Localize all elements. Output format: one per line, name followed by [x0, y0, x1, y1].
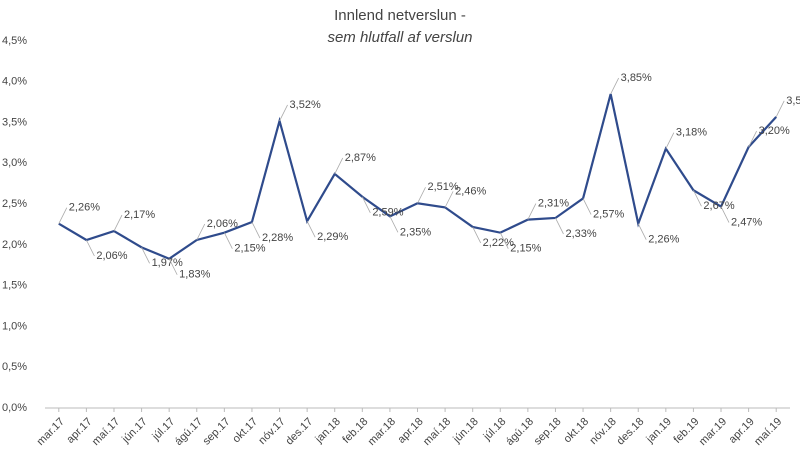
x-tick-label: des.17	[283, 416, 315, 448]
data-label: 3,20%	[759, 125, 790, 137]
x-tick-label: feb.19	[671, 416, 701, 446]
leader-line	[499, 232, 509, 249]
y-tick-label: 0,0%	[2, 402, 27, 414]
data-label: 2,06%	[96, 250, 127, 262]
y-tick-label: 3,5%	[2, 116, 27, 128]
x-tick-label: jan.18	[313, 416, 343, 446]
x-tick-label: mar.18	[366, 416, 398, 448]
leader-line	[720, 206, 730, 223]
x-tick-label: mar.17	[35, 416, 67, 448]
data-label: 2,51%	[428, 181, 459, 193]
data-label: 2,35%	[400, 226, 431, 238]
leader-line	[361, 196, 371, 213]
leader-line	[334, 157, 344, 175]
leader-line	[665, 132, 675, 149]
x-tick-label: apr.17	[64, 416, 94, 446]
leader-line	[748, 130, 757, 148]
x-tick-label: ágú.17	[173, 416, 205, 448]
leader-line	[582, 198, 592, 215]
x-tick-label: sep.18	[532, 416, 564, 448]
x-tick-label: apr.19	[727, 416, 757, 446]
leader-line	[444, 191, 454, 208]
leader-line	[637, 223, 647, 240]
leader-line	[389, 216, 399, 233]
x-tick-label: maí.18	[421, 416, 453, 448]
data-label: 2,29%	[317, 231, 348, 243]
leader-line	[527, 203, 537, 220]
x-tick-label: ágú.18	[504, 416, 536, 448]
x-tick-label: jan.19	[644, 416, 674, 446]
data-label: 2,15%	[234, 243, 265, 255]
y-tick-label: 0,5%	[2, 361, 27, 373]
y-tick-label: 4,0%	[2, 76, 27, 88]
leader-line	[610, 77, 620, 95]
leader-line	[775, 100, 785, 118]
x-tick-label: feb.18	[340, 416, 370, 446]
x-tick-label: sep.17	[201, 416, 233, 448]
x-tick-label: okt.18	[562, 416, 592, 446]
data-label: 2,22%	[483, 237, 514, 249]
chart-subtitle: sem hlutfall af verslun	[327, 29, 472, 46]
leader-line	[472, 226, 482, 244]
y-tick-label: 2,5%	[2, 198, 27, 210]
chart-title: Innlend netverslun -	[334, 7, 466, 24]
leader-line	[113, 214, 123, 232]
data-label: 2,26%	[648, 234, 679, 246]
data-label: 2,67%	[703, 200, 734, 212]
data-label: 2,57%	[593, 208, 624, 220]
data-label: 2,15%	[510, 243, 541, 255]
leader-line	[58, 207, 68, 224]
x-tick-label: des.18	[615, 416, 647, 448]
data-label: 3,52%	[290, 99, 321, 111]
data-label: 2,17%	[124, 209, 155, 221]
leader-line	[306, 221, 316, 238]
data-label: 2,47%	[731, 216, 762, 228]
y-tick-label: 1,5%	[2, 280, 27, 292]
data-label: 1,83%	[179, 269, 210, 281]
data-label: 2,28%	[262, 232, 293, 244]
x-tick-label: okt.17	[230, 416, 260, 446]
leader-line	[141, 247, 150, 264]
x-tick-label: jún.18	[450, 416, 480, 446]
x-tick-label: nóv.17	[256, 416, 287, 447]
y-tick-label: 4,5%	[2, 35, 27, 47]
data-label: 3,85%	[621, 72, 652, 84]
data-label: 2,31%	[538, 198, 569, 210]
y-tick-label: 2,0%	[2, 239, 27, 251]
leader-line	[196, 223, 206, 241]
leader-line	[86, 239, 95, 257]
line	[58, 93, 778, 260]
leader-line	[279, 104, 288, 122]
data-label: 2,46%	[455, 185, 486, 197]
y-tick-label: 3,0%	[2, 157, 27, 169]
data-label: 2,26%	[69, 202, 100, 214]
data-label: 2,87%	[345, 152, 376, 164]
leader-line	[555, 217, 564, 235]
x-tick-label: apr.18	[396, 416, 426, 446]
leader-line	[417, 187, 426, 204]
x-tick-label: maí.19	[752, 416, 784, 448]
data-label: 3,57%	[786, 95, 800, 107]
leader-line	[251, 221, 261, 239]
data-label: 2,59%	[372, 207, 403, 219]
x-tick-label: maí.17	[90, 416, 122, 448]
data-label: 2,33%	[565, 228, 596, 240]
leader-line	[168, 258, 178, 275]
leader-line	[693, 190, 702, 207]
x-tick-label: nóv.18	[588, 416, 619, 447]
data-label: 1,97%	[152, 257, 183, 269]
y-tick-label: 1,0%	[2, 320, 27, 332]
x-tick-label: mar.19	[697, 416, 729, 448]
data-label: 3,18%	[676, 127, 707, 139]
leader-line	[223, 232, 233, 249]
data-label: 2,06%	[207, 218, 238, 230]
x-tick-label: jún.17	[119, 416, 149, 446]
